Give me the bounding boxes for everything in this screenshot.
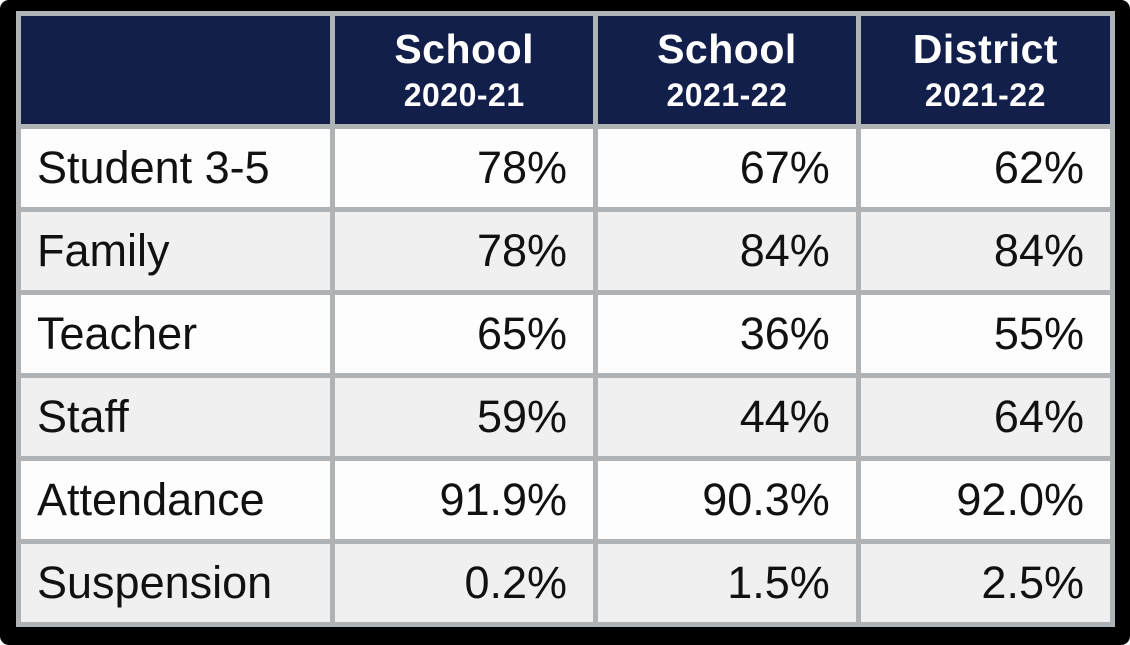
value-cell: 78% <box>335 129 594 207</box>
row-label-cell: Family <box>21 212 331 290</box>
row-label-cell: Suspension <box>21 544 331 622</box>
table-body: Student 3-5 78% 67% 62% Family 78% 84% 84% Teach… <box>21 129 1110 622</box>
table-row: Suspension 0.2% 1.5% 2.5% <box>21 544 1110 622</box>
header-title: School <box>657 26 797 72</box>
header-subtitle: 2020-21 <box>403 77 525 113</box>
table-row: Teacher 65% 36% 55% <box>21 295 1110 373</box>
value-cell: 84% <box>598 212 856 290</box>
value-cell: 64% <box>860 378 1110 456</box>
comparison-table: School 2020-21 School 2021-22 District 2… <box>16 11 1115 627</box>
row-label-cell: Teacher <box>21 295 331 373</box>
header-subtitle: 2021-22 <box>666 77 788 113</box>
value-cell: 62% <box>860 129 1110 207</box>
value-cell: 59% <box>335 378 594 456</box>
table-row: Family 78% 84% 84% <box>21 212 1110 290</box>
table-row: Attendance 91.9% 90.3% 92.0% <box>21 461 1110 539</box>
row-label-cell: Student 3-5 <box>21 129 331 207</box>
header-cell-school-2021-22: School 2021-22 <box>598 16 856 124</box>
table-row: Staff 59% 44% 64% <box>21 378 1110 456</box>
value-cell: 44% <box>598 378 856 456</box>
value-cell: 78% <box>335 212 594 290</box>
value-cell: 84% <box>860 212 1110 290</box>
header-title: School <box>394 26 535 72</box>
row-label-cell: Attendance <box>21 461 331 539</box>
value-cell: 36% <box>598 295 856 373</box>
value-cell: 91.9% <box>335 461 594 539</box>
value-cell: 0.2% <box>335 544 594 622</box>
header-subtitle: 2021-22 <box>924 77 1046 113</box>
value-cell: 2.5% <box>860 544 1110 622</box>
value-cell: 55% <box>860 295 1110 373</box>
header-title: District <box>912 26 1059 72</box>
header-cell-district-2021-22: District 2021-22 <box>860 16 1110 124</box>
header-cell-empty <box>21 16 331 124</box>
value-cell: 90.3% <box>598 461 856 539</box>
value-cell: 65% <box>335 295 594 373</box>
table-row: Student 3-5 78% 67% 62% <box>21 129 1110 207</box>
value-cell: 67% <box>598 129 856 207</box>
value-cell: 1.5% <box>598 544 856 622</box>
row-label-cell: Staff <box>21 378 331 456</box>
table-header-row: School 2020-21 School 2021-22 District 2… <box>21 16 1110 124</box>
header-cell-school-2020-21: School 2020-21 <box>335 16 594 124</box>
value-cell: 92.0% <box>860 461 1110 539</box>
